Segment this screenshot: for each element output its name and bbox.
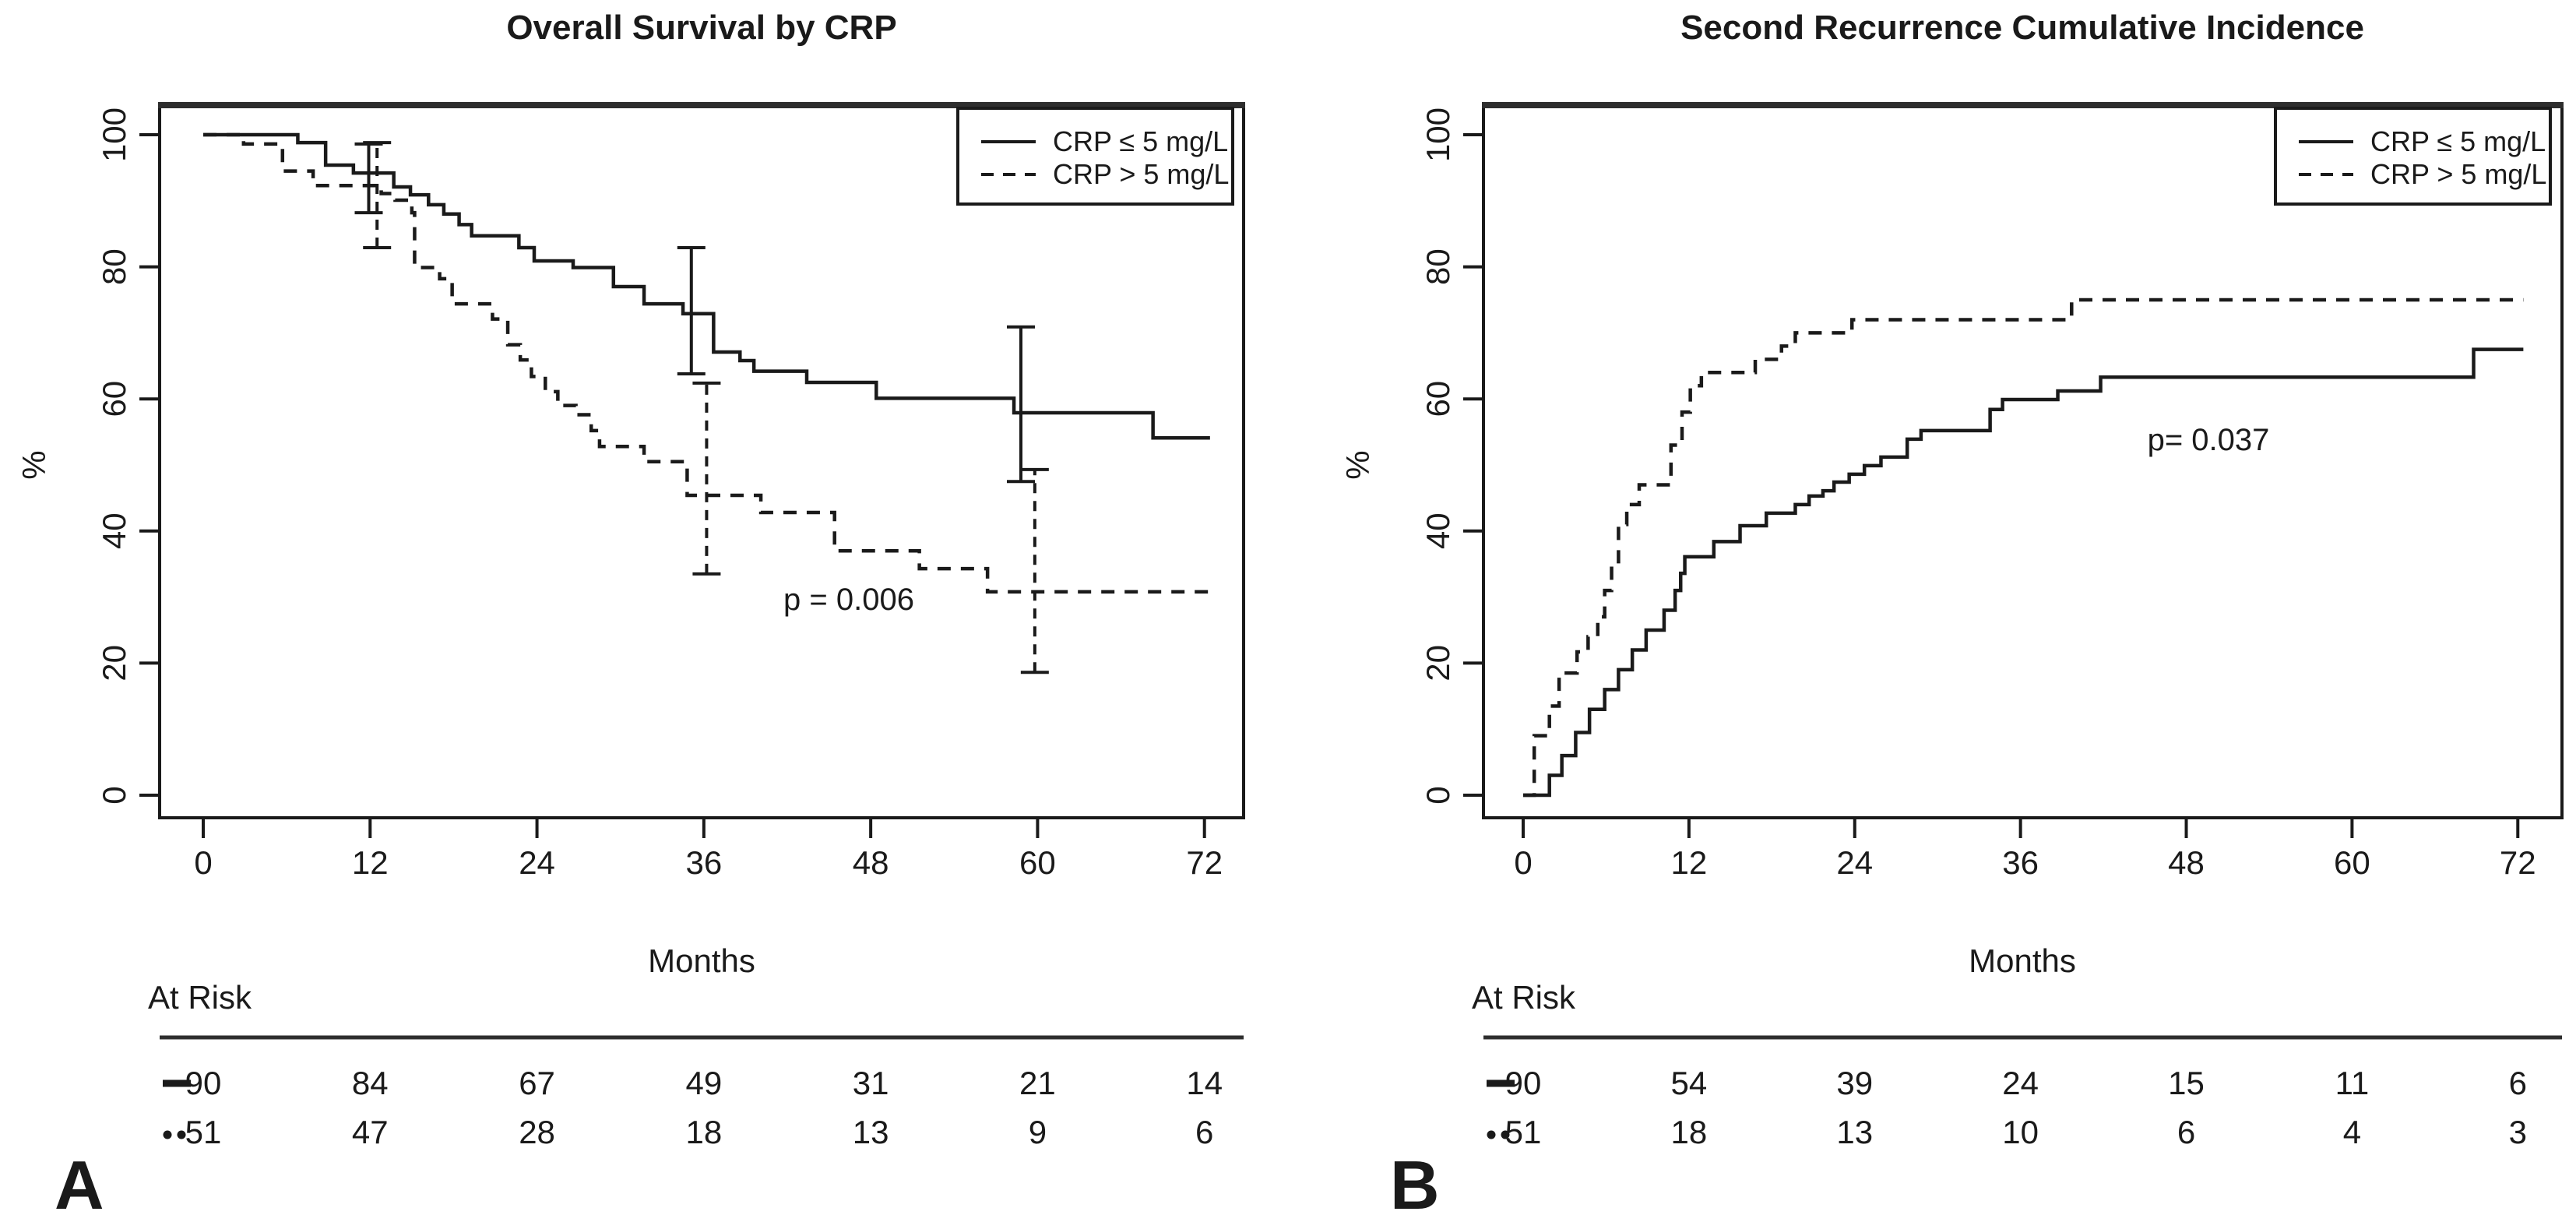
panel-a-ylabel: %: [16, 450, 52, 479]
panel-b-at-risk-label: At Risk: [1472, 979, 1576, 1016]
panel-a-letter: A: [55, 1146, 104, 1222]
curve-crp-le5-solid: [203, 132, 1210, 440]
at-risk-value: 18: [1671, 1114, 1708, 1150]
at-risk-value: 47: [352, 1114, 389, 1150]
at-risk-value: 15: [2168, 1065, 2205, 1101]
y-tick-label: 60: [96, 381, 132, 417]
at-risk-value: 3: [2509, 1114, 2527, 1150]
legend-entry-label: CRP > 5 mg/L: [2370, 158, 2546, 190]
at-risk-value: 67: [519, 1065, 555, 1101]
confidence-error-bar: [692, 381, 721, 576]
at-risk-value: 9: [1029, 1114, 1047, 1150]
x-tick-label: 12: [1671, 844, 1708, 881]
x-tick-label: 48: [853, 844, 889, 881]
at-risk-value: 84: [352, 1065, 389, 1101]
panel-a-title: Overall Survival by CRP: [506, 9, 896, 47]
at-risk-marker-dot: [177, 1130, 186, 1139]
x-tick-label: 12: [352, 844, 389, 881]
y-tick-label: 80: [1420, 248, 1456, 285]
at-risk-value: 28: [519, 1114, 555, 1150]
y-tick-label: 100: [96, 107, 132, 162]
plot-box: [158, 104, 1245, 819]
panel-a-legend: CRP ≤ 5 mg/L CRP > 5 mg/L: [956, 107, 1234, 206]
y-tick-label: 20: [1420, 645, 1456, 681]
at-risk-value: 24: [2002, 1065, 2039, 1101]
panel-b-xlabel: Months: [1969, 942, 2076, 979]
x-tick-label: 72: [2500, 844, 2536, 881]
y-tick-label: 20: [96, 645, 132, 681]
at-risk-marker-dot: [1487, 1130, 1496, 1139]
panel-a-plot: 0 12 24 36 48 60 72 0 20 40 60 80 100: [96, 102, 1245, 881]
at-risk-value: 51: [185, 1114, 222, 1150]
at-risk-value: 54: [1671, 1065, 1708, 1101]
panel-b-legend: CRP ≤ 5 mg/L CRP > 5 mg/L: [2274, 107, 2552, 206]
legend-entry-label: CRP > 5 mg/L: [1053, 158, 1229, 190]
confidence-error-bar: [677, 246, 706, 375]
legend-entry-label: CRP ≤ 5 mg/L: [2370, 125, 2546, 157]
at-risk-value: 13: [1836, 1114, 1873, 1150]
panel-a-p-value: p = 0.006: [783, 583, 914, 617]
legend-entry-label: CRP ≤ 5 mg/L: [1053, 125, 1228, 157]
x-tick-label: 24: [1836, 844, 1873, 881]
y-tick-label: 0: [96, 786, 132, 804]
curve-crp-gt5-dashed: [203, 132, 1210, 594]
y-tick-label: 0: [1420, 786, 1456, 804]
x-tick-label: 0: [194, 844, 212, 881]
at-risk-value: 51: [1505, 1114, 1542, 1150]
panel-b-letter: B: [1390, 1146, 1440, 1222]
at-risk-value: 14: [1186, 1065, 1223, 1101]
plot-box: [1482, 104, 2564, 819]
panel-b-ylabel: %: [1339, 450, 1376, 479]
at-risk-value: 10: [2002, 1114, 2039, 1150]
y-tick-label: 100: [1420, 107, 1456, 162]
at-risk-value: 90: [1505, 1065, 1542, 1101]
at-risk-value: 13: [853, 1114, 889, 1150]
y-tick-label: 80: [96, 248, 132, 285]
panel-b-plot: 0 12 24 36 48 60 72 0 20 40 60 80 100: [1420, 102, 2564, 881]
y-tick-label: 60: [1420, 381, 1456, 417]
at-risk-marker-dot: [163, 1130, 172, 1139]
curve-crp-le5-solid: [1523, 347, 2524, 798]
x-tick-label: 60: [2334, 844, 2370, 881]
panel-b-at-risk-table: 90 54 39 24 15 11 6 51 18 13 10 6 4 3: [1483, 1035, 2562, 1150]
panel-b-p-value: p= 0.037: [2148, 423, 2270, 457]
at-risk-value: 90: [185, 1065, 222, 1101]
at-risk-value: 6: [1195, 1114, 1213, 1150]
at-risk-value: 18: [685, 1114, 722, 1150]
panel-a-xlabel: Months: [648, 942, 755, 979]
at-risk-value: 6: [2509, 1065, 2527, 1101]
x-tick-label: 0: [1514, 844, 1532, 881]
x-tick-label: 48: [2168, 844, 2205, 881]
panel-b-title: Second Recurrence Cumulative Incidence: [1680, 9, 2364, 47]
at-risk-value: 6: [2177, 1114, 2195, 1150]
confidence-error-bar: [363, 141, 392, 250]
panel-a-overall-survival-chart: Overall Survival by CRP 0 12 24 36 48 60 72 0 20…: [16, 9, 1245, 1222]
at-risk-marker-dot: [1501, 1130, 1510, 1139]
x-tick-label: 24: [519, 844, 555, 881]
x-tick-label: 36: [685, 844, 722, 881]
at-risk-value: 4: [2343, 1114, 2361, 1150]
confidence-error-bar: [1020, 467, 1049, 674]
at-risk-value: 49: [685, 1065, 722, 1101]
curve-crp-gt5-dashed: [1523, 298, 2524, 798]
at-risk-value: 21: [1019, 1065, 1056, 1101]
y-tick-label: 40: [1420, 512, 1456, 549]
at-risk-value: 39: [1836, 1065, 1873, 1101]
panel-a-at-risk-table: 90 84 67 49 31 21 14 51 47 28 18 13 9 6: [160, 1035, 1244, 1150]
x-tick-label: 60: [1019, 844, 1056, 881]
panel-b-second-recurrence-chart: Second Recurrence Cumulative Incidence 0…: [1339, 9, 2564, 1222]
at-risk-value: 31: [853, 1065, 889, 1101]
confidence-error-bar: [1006, 325, 1035, 484]
panel-a-at-risk-label: At Risk: [148, 979, 252, 1016]
x-tick-label: 36: [2002, 844, 2039, 881]
at-risk-value: 11: [2335, 1065, 2370, 1101]
x-tick-label: 72: [1186, 844, 1223, 881]
y-tick-label: 40: [96, 512, 132, 549]
